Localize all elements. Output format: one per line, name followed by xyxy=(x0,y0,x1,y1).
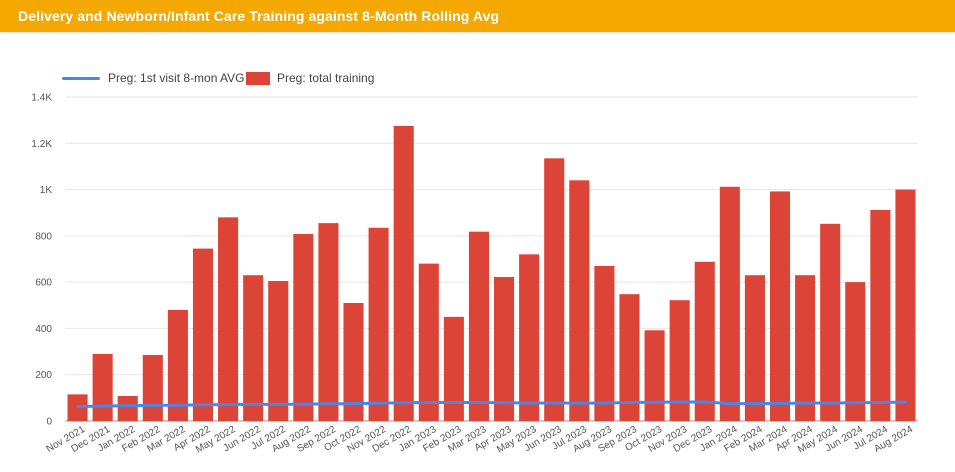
bar xyxy=(92,353,113,421)
y-tick-label: 200 xyxy=(35,370,52,381)
bar xyxy=(293,234,314,421)
bar xyxy=(393,125,414,421)
chart-title: Delivery and Newborn/Infant Care Trainin… xyxy=(18,8,500,24)
bar xyxy=(318,223,339,421)
bar xyxy=(719,186,740,421)
bar xyxy=(644,330,665,421)
bar xyxy=(544,158,565,422)
bar xyxy=(494,277,515,421)
bar xyxy=(870,209,891,421)
bar xyxy=(795,275,816,421)
bar xyxy=(243,275,264,421)
bar xyxy=(694,261,715,421)
y-tick-label: 1K xyxy=(40,185,53,196)
bar xyxy=(268,280,289,421)
bar xyxy=(744,275,765,421)
bar xyxy=(418,263,439,421)
y-tick-label: 1.4K xyxy=(31,93,52,104)
bar xyxy=(343,302,364,421)
bar xyxy=(468,231,489,421)
legend-item-bar[interactable]: Preg: total training xyxy=(246,71,374,85)
title-bar: Delivery and Newborn/Infant Care Trainin… xyxy=(0,0,955,32)
y-tick-label: 400 xyxy=(35,324,52,335)
y-tick-label: 1.2K xyxy=(31,139,52,150)
bar xyxy=(619,294,640,421)
y-tick-label: 0 xyxy=(46,417,52,428)
bar xyxy=(845,282,866,421)
bar xyxy=(167,309,188,421)
bar xyxy=(569,180,590,421)
legend-bar-swatch xyxy=(246,71,270,85)
bar xyxy=(142,355,163,421)
legend-label-line: Preg: 1st visit 8-mon AVG xyxy=(108,71,245,85)
bar xyxy=(820,223,841,421)
legend-item-line[interactable]: Preg: 1st visit 8-mon AVG xyxy=(62,71,245,85)
bar xyxy=(519,254,540,421)
bar xyxy=(594,265,615,421)
legend-label-bar: Preg: total training xyxy=(277,71,375,85)
bar xyxy=(117,396,138,421)
y-tick-label: 600 xyxy=(35,278,52,289)
legend-line-swatch xyxy=(62,76,100,80)
bar xyxy=(669,300,690,421)
bar xyxy=(218,217,239,421)
bar xyxy=(895,189,916,421)
y-tick-label: 800 xyxy=(35,231,52,242)
bar xyxy=(443,316,464,421)
bar xyxy=(192,248,214,421)
bar xyxy=(769,191,791,421)
bar xyxy=(368,227,389,421)
line-series xyxy=(76,400,907,409)
